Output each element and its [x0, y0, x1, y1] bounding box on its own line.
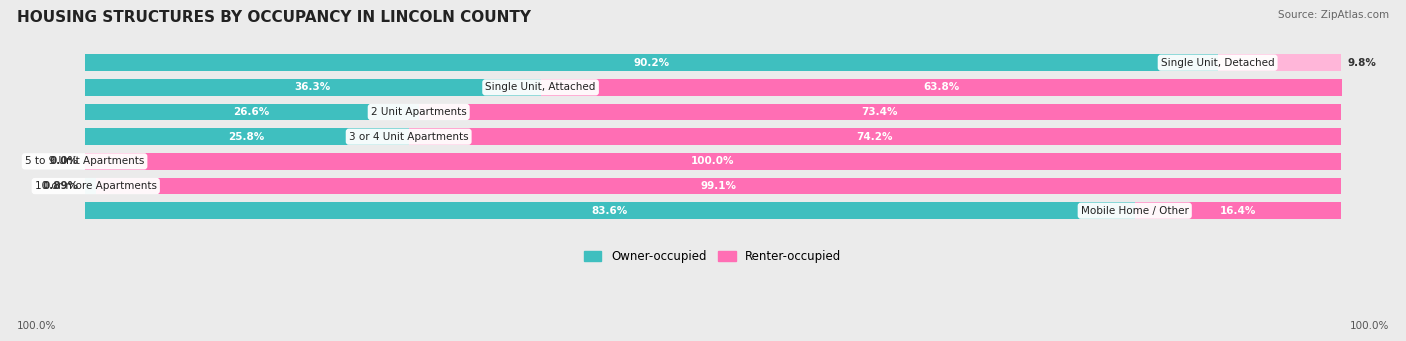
Bar — [84, 128, 1341, 145]
Bar — [84, 104, 419, 120]
Text: 0.0%: 0.0% — [49, 157, 79, 166]
Text: 26.6%: 26.6% — [233, 107, 270, 117]
Bar — [540, 79, 1341, 96]
Bar — [84, 128, 409, 145]
Text: Single Unit, Attached: Single Unit, Attached — [485, 82, 596, 92]
Text: 36.3%: 36.3% — [294, 82, 330, 92]
Text: 3 or 4 Unit Apartments: 3 or 4 Unit Apartments — [349, 132, 468, 142]
Bar — [96, 178, 1341, 194]
Bar — [84, 202, 1135, 219]
Text: 100.0%: 100.0% — [690, 157, 734, 166]
Text: 0.89%: 0.89% — [42, 181, 79, 191]
Text: HOUSING STRUCTURES BY OCCUPANCY IN LINCOLN COUNTY: HOUSING STRUCTURES BY OCCUPANCY IN LINCO… — [17, 10, 531, 25]
Text: Single Unit, Detached: Single Unit, Detached — [1161, 58, 1274, 68]
Bar — [84, 153, 1341, 170]
Text: 90.2%: 90.2% — [633, 58, 669, 68]
Bar — [84, 153, 1341, 170]
Bar — [84, 79, 1341, 96]
Bar — [84, 54, 1341, 71]
Text: 25.8%: 25.8% — [229, 132, 264, 142]
Text: 9.8%: 9.8% — [1347, 58, 1376, 68]
Text: 73.4%: 73.4% — [862, 107, 898, 117]
Bar — [84, 54, 1218, 71]
Legend: Owner-occupied, Renter-occupied: Owner-occupied, Renter-occupied — [579, 245, 846, 267]
Bar — [84, 178, 1341, 194]
Text: 16.4%: 16.4% — [1219, 206, 1256, 216]
Text: 74.2%: 74.2% — [856, 132, 893, 142]
Bar — [84, 79, 540, 96]
Text: 5 to 9 Unit Apartments: 5 to 9 Unit Apartments — [25, 157, 145, 166]
Text: 2 Unit Apartments: 2 Unit Apartments — [371, 107, 467, 117]
Text: Source: ZipAtlas.com: Source: ZipAtlas.com — [1278, 10, 1389, 20]
Bar — [1218, 54, 1341, 71]
Text: 83.6%: 83.6% — [592, 206, 628, 216]
Bar — [84, 202, 1341, 219]
Text: 99.1%: 99.1% — [700, 181, 737, 191]
Text: Mobile Home / Other: Mobile Home / Other — [1081, 206, 1188, 216]
Bar — [84, 104, 1341, 120]
Bar — [409, 128, 1341, 145]
Bar — [419, 104, 1341, 120]
Bar — [84, 178, 96, 194]
Text: 100.0%: 100.0% — [17, 321, 56, 331]
Bar — [1135, 202, 1341, 219]
Text: 100.0%: 100.0% — [1350, 321, 1389, 331]
Text: 63.8%: 63.8% — [924, 82, 959, 92]
Text: 10 or more Apartments: 10 or more Apartments — [35, 181, 156, 191]
